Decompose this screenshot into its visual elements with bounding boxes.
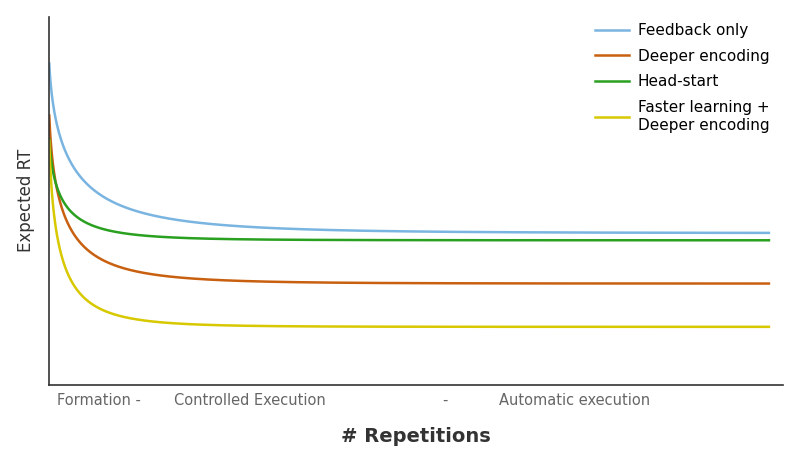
Faster learning +
Deeper encoding	[81, 297, 90, 302]
Deeper encoding	[375, 280, 385, 286]
Line: Deeper encoding: Deeper encoding	[50, 115, 769, 283]
Feedback only	[743, 230, 753, 236]
Deeper encoding	[45, 113, 54, 118]
Feedback only	[45, 61, 54, 66]
Feedback only	[81, 180, 90, 186]
Faster learning +
Deeper encoding	[743, 324, 753, 330]
Faster learning +
Deeper encoding	[375, 324, 385, 330]
Faster learning +
Deeper encoding	[611, 324, 621, 330]
Deeper encoding	[81, 246, 90, 251]
Head-start	[611, 238, 621, 243]
Head-start	[375, 238, 385, 243]
Head-start	[81, 220, 90, 225]
Deeper encoding	[394, 280, 404, 286]
Faster learning +
Deeper encoding	[394, 324, 404, 330]
Faster learning +
Deeper encoding	[743, 324, 753, 330]
Legend: Feedback only, Deeper encoding, Head-start, Faster learning +
Deeper encoding: Feedback only, Deeper encoding, Head-sta…	[589, 17, 776, 138]
Line: Faster learning +
Deeper encoding: Faster learning + Deeper encoding	[50, 141, 769, 327]
Feedback only	[611, 230, 621, 235]
Y-axis label: Expected RT: Expected RT	[17, 149, 34, 252]
Line: Feedback only: Feedback only	[50, 63, 769, 233]
Head-start	[764, 238, 774, 243]
Head-start	[743, 238, 753, 243]
Feedback only	[375, 228, 385, 234]
Deeper encoding	[611, 281, 621, 286]
Head-start	[394, 238, 404, 243]
Head-start	[743, 238, 753, 243]
Deeper encoding	[743, 281, 753, 286]
Feedback only	[394, 229, 404, 234]
X-axis label: # Repetitions: # Repetitions	[341, 427, 491, 446]
Deeper encoding	[743, 281, 753, 286]
Line: Head-start: Head-start	[50, 139, 769, 240]
Head-start	[45, 137, 54, 142]
Deeper encoding	[764, 281, 774, 286]
Feedback only	[743, 230, 753, 236]
Feedback only	[764, 230, 774, 236]
Faster learning +
Deeper encoding	[764, 324, 774, 330]
Faster learning +
Deeper encoding	[45, 138, 54, 144]
